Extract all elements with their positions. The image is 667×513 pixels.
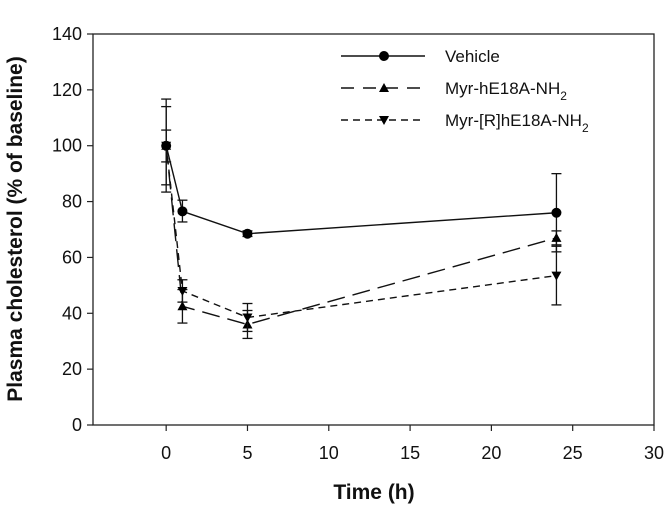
series-line (165, 145, 557, 326)
data-point (242, 313, 253, 323)
y-tick-label: 120 (52, 80, 82, 100)
data-point (177, 301, 188, 311)
x-axis-title: Time (h) (333, 481, 414, 504)
legend-label: Myr-[R]hE18A-NH2 (445, 111, 589, 135)
y-tick-label: 80 (62, 192, 82, 212)
data-point (551, 271, 562, 281)
y-axis: 0 20 40 60 80 100 120 140 (52, 24, 93, 435)
y-tick-label: 60 (62, 247, 82, 267)
data-point (177, 286, 188, 296)
series-line (165, 145, 557, 319)
x-axis: 0 5 10 15 20 25 30 (161, 425, 664, 463)
x-tick-label: 0 (161, 443, 171, 463)
data-point (551, 207, 562, 218)
data-point (161, 141, 172, 151)
x-tick-label: 25 (563, 443, 583, 463)
legend-label: Vehicle (445, 47, 500, 66)
x-tick-label: 20 (481, 443, 501, 463)
legend-label: Myr-hE18A-NH2 (445, 79, 567, 103)
series-line (165, 145, 557, 235)
series-triangle-down (161, 129, 562, 333)
legend: Vehicle Myr-hE18A-NH2 Myr-[R]hE18A-NH2 (341, 47, 589, 135)
legend-marker-triangle-down (379, 116, 389, 125)
x-tick-label: 10 (319, 443, 339, 463)
y-tick-label: 140 (52, 24, 82, 44)
data-point (177, 206, 188, 217)
legend-marker-triangle-up (379, 83, 389, 92)
legend-marker-circle (379, 51, 389, 61)
plot-border (92, 33, 655, 426)
series-layer (161, 98, 562, 340)
data-point (242, 228, 253, 239)
y-tick-label: 20 (62, 359, 82, 379)
series-triangle-up (161, 105, 562, 340)
y-tick-label: 40 (62, 303, 82, 323)
x-tick-label: 5 (242, 443, 252, 463)
y-tick-label: 0 (72, 415, 82, 435)
data-point (551, 232, 562, 242)
x-tick-label: 30 (644, 443, 664, 463)
y-tick-label: 100 (52, 136, 82, 156)
y-axis-title: Plasma cholesterol (% of baseline) (4, 56, 27, 401)
plot-frame (92, 33, 655, 426)
x-tick-label: 15 (400, 443, 420, 463)
